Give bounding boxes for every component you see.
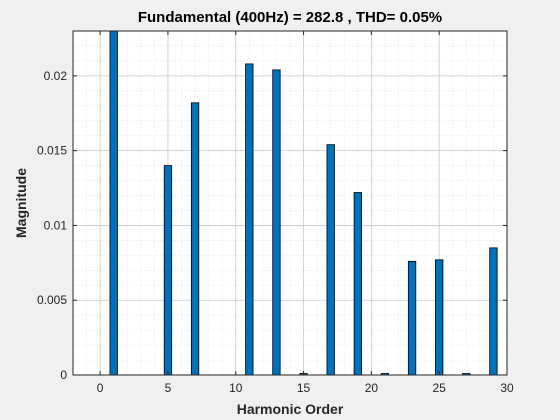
bar-harmonic-25	[435, 259, 444, 376]
bar-harmonic-29	[489, 247, 498, 376]
x-tick-label: 5	[165, 381, 172, 395]
y-tick-label: 0.005	[37, 293, 67, 307]
y-tick-label: 0.015	[37, 144, 67, 158]
chart-title: Fundamental (400Hz) = 282.8 , THD= 0.05%	[138, 9, 442, 26]
y-tick-label: 0.02	[44, 69, 68, 83]
y-tick-label: 0.01	[44, 218, 68, 232]
bar-harmonic-23	[407, 260, 417, 376]
ticks	[73, 31, 508, 376]
x-tick-label: 20	[365, 381, 379, 395]
x-tick-labels: 0 5 10 15 20 25 30	[97, 381, 514, 395]
y-tick-labels: 0 0.005 0.01 0.015 0.02	[37, 69, 67, 382]
x-axis-label: Harmonic Order	[237, 401, 344, 417]
bar-harmonic-17	[326, 144, 335, 376]
y-tick-label: 0	[60, 368, 67, 382]
bar-harmonic-19	[353, 192, 362, 376]
x-tick-label: 0	[97, 381, 104, 395]
bar-harmonic-11	[245, 63, 254, 376]
bar-harmonic-7	[190, 102, 200, 376]
x-tick-label: 10	[229, 381, 243, 395]
bar-harmonic-13	[272, 69, 281, 376]
x-tick-label: 30	[500, 381, 514, 395]
x-tick-label: 15	[297, 381, 311, 395]
bar-harmonic-5	[163, 165, 173, 376]
plot-frame	[72, 30, 508, 376]
x-tick-label: 25	[433, 381, 447, 395]
bar-series	[109, 30, 498, 376]
y-axis-label: Magnitude	[13, 168, 29, 238]
bar-harmonic-1	[109, 30, 118, 376]
